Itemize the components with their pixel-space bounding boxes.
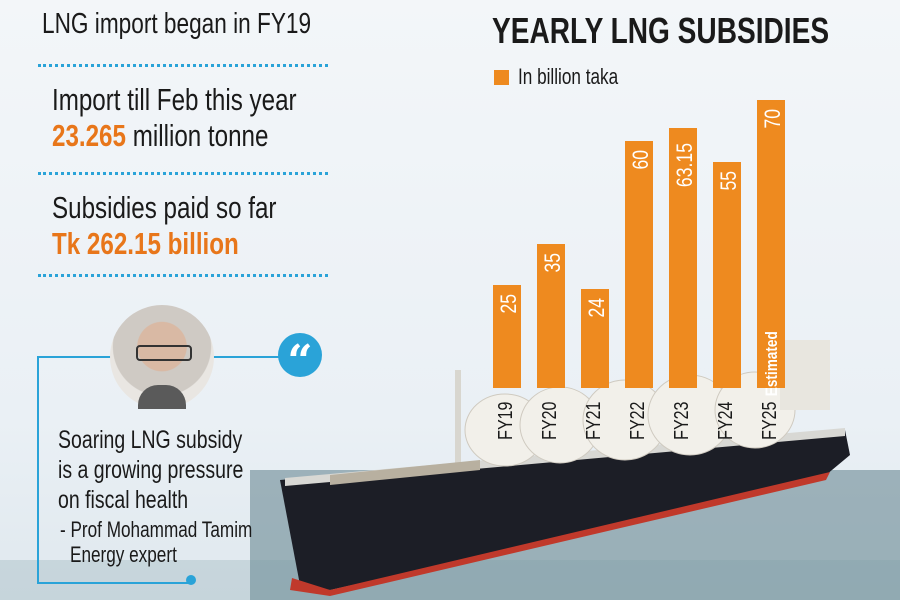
import-unit: million tonne [132,118,269,153]
fact-lng-import-start: LNG import began in FY19 [42,8,312,40]
bar-fy24 [713,161,741,388]
quote-author-role: Energy expert [70,542,177,567]
fact-import-value: 23.265 million tonne [52,118,330,154]
frame-dot [186,575,196,585]
x-tick-label: FY19 [495,401,517,440]
x-tick-label: FY23 [671,401,693,440]
value-label: 60 [628,150,653,170]
shirt [138,385,186,409]
divider [38,64,328,67]
fact-subsidies-value: Tk 262.15 billion [52,226,239,261]
value-label: 55 [716,170,741,191]
value-label: 70 [760,108,785,129]
x-tick-label: FY20 [539,401,561,440]
bar-fy20 [537,244,565,388]
quote-frame-top [191,356,281,358]
x-tick-label: FY22 [627,401,649,440]
quote-icon: “ [278,333,322,387]
divider [38,172,328,175]
value-label: 24 [584,298,609,318]
value-label: 35 [540,252,565,273]
bar-fy19 [493,285,521,388]
fact-subsidies-label: Subsidies paid so far [52,190,277,225]
x-tick-label: FY21 [583,401,605,440]
quote-attribution: - Prof Mohammad Tamim Energy expert [60,517,307,567]
glasses [136,345,192,361]
quote-author: - Prof Mohammad Tamim [60,517,253,542]
expert-avatar [110,305,214,409]
estimated-annotation: Estimated [762,331,781,397]
chart-title: YEARLY LNG SUBSIDIES [492,10,830,51]
bar-fy23 [669,128,697,388]
bar-fy25 [757,100,785,388]
bar-fy21 [581,289,609,388]
legend-swatch [494,70,509,85]
bar-fy22 [625,141,653,388]
x-tick-label: FY24 [715,401,737,440]
divider [38,274,328,277]
value-label: 25 [496,294,521,314]
legend-label: In billion taka [518,64,619,89]
value-label: 63.15 [672,143,697,188]
x-tick-label: FY25 [759,401,781,440]
import-amount: 23.265 [52,118,126,153]
fact-import-label: Import till Feb this year [52,82,297,117]
quote-text: Soaring LNG subsidy is a growing pressur… [58,426,244,514]
